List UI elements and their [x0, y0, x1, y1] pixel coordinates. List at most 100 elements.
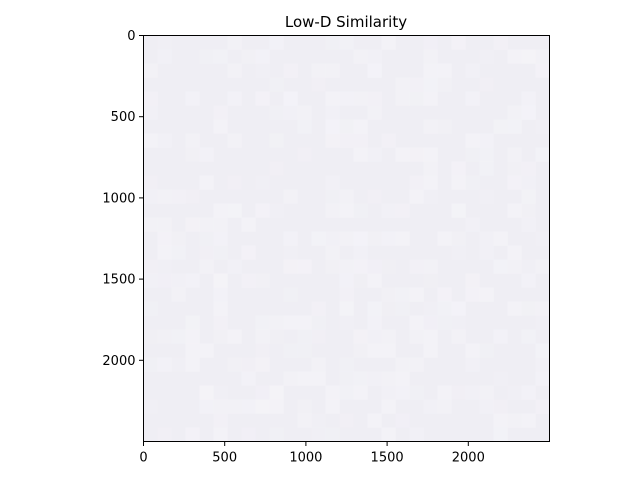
heatmap-cell — [535, 315, 550, 330]
heatmap-cell — [241, 427, 256, 442]
heatmap-cell — [381, 385, 396, 400]
heatmap-cell — [241, 371, 256, 386]
heatmap-cell — [451, 315, 466, 330]
heatmap-cell — [255, 273, 270, 288]
heatmap-cell — [409, 77, 424, 92]
heatmap-cell — [157, 189, 172, 204]
heatmap-cell — [339, 287, 354, 302]
heatmap-cell — [381, 399, 396, 414]
heatmap-cell — [255, 175, 270, 190]
heatmap-cell — [521, 175, 536, 190]
heatmap-cell — [143, 357, 158, 372]
heatmap-cell — [339, 133, 354, 148]
heatmap-cell — [535, 343, 550, 358]
heatmap-cell — [493, 413, 508, 428]
heatmap-cell — [437, 315, 452, 330]
heatmap-cell — [157, 35, 172, 50]
heatmap-cell — [297, 371, 312, 386]
heatmap-cell — [213, 217, 228, 232]
heatmap-cell — [185, 357, 200, 372]
heatmap-cell — [479, 147, 494, 162]
heatmap-cell — [157, 217, 172, 232]
heatmap-cell — [465, 273, 480, 288]
heatmap-cell — [255, 399, 270, 414]
heatmap-cell — [227, 203, 242, 218]
heatmap-cell — [367, 371, 382, 386]
heatmap-cell — [143, 217, 158, 232]
heatmap-cell — [311, 63, 326, 78]
heatmap-cell — [423, 147, 438, 162]
heatmap-cell — [381, 329, 396, 344]
heatmap-cell — [381, 427, 396, 442]
heatmap-cell — [479, 245, 494, 260]
heatmap-cell — [395, 357, 410, 372]
heatmap-cell — [423, 273, 438, 288]
heatmap-cell — [493, 371, 508, 386]
heatmap-cell — [535, 49, 550, 64]
heatmap-cell — [535, 371, 550, 386]
heatmap-cell — [171, 329, 186, 344]
heatmap-cell — [339, 203, 354, 218]
heatmap-cell — [269, 133, 284, 148]
heatmap-cell — [521, 413, 536, 428]
heatmap-cell — [409, 329, 424, 344]
heatmap-cell — [283, 63, 298, 78]
heatmap-cell — [395, 231, 410, 246]
heatmap-cell — [241, 357, 256, 372]
heatmap-cell — [479, 343, 494, 358]
heatmap-cell — [339, 189, 354, 204]
heatmap-cell — [339, 315, 354, 330]
heatmap-cell — [367, 63, 382, 78]
heatmap-cell — [423, 329, 438, 344]
heatmap-cell — [381, 371, 396, 386]
heatmap-cell — [143, 273, 158, 288]
heatmap-cell — [185, 343, 200, 358]
heatmap-cell — [157, 133, 172, 148]
heatmap-cell — [185, 147, 200, 162]
heatmap-cell — [521, 161, 536, 176]
heatmap-cell — [213, 287, 228, 302]
heatmap-cell — [395, 203, 410, 218]
heatmap-cell — [213, 49, 228, 64]
heatmap-cell — [241, 245, 256, 260]
heatmap-cell — [199, 217, 214, 232]
heatmap-cell — [507, 119, 522, 134]
heatmap-cell — [311, 329, 326, 344]
heatmap-cell — [199, 245, 214, 260]
heatmap-cell — [143, 105, 158, 120]
heatmap-cell — [353, 119, 368, 134]
heatmap-cell — [339, 91, 354, 106]
heatmap-cell — [185, 315, 200, 330]
heatmap-cell — [367, 413, 382, 428]
heatmap-cell — [409, 427, 424, 442]
heatmap-cell — [465, 175, 480, 190]
heatmap-cell — [227, 259, 242, 274]
heatmap-cell — [451, 385, 466, 400]
heatmap-cell — [269, 315, 284, 330]
heatmap-cell — [479, 49, 494, 64]
heatmap-cell — [283, 259, 298, 274]
heatmap-cell — [367, 189, 382, 204]
heatmap-cell — [395, 301, 410, 316]
heatmap-cell — [325, 245, 340, 260]
heatmap-cell — [423, 301, 438, 316]
heatmap-cell — [269, 105, 284, 120]
heatmap-cell — [227, 329, 242, 344]
heatmap-cell — [535, 357, 550, 372]
heatmap-cell — [171, 231, 186, 246]
heatmap-cell — [423, 399, 438, 414]
heatmap-cell — [339, 273, 354, 288]
y-axis: 0 500 1000 1500 2000 — [102, 29, 144, 369]
heatmap-cell — [423, 77, 438, 92]
heatmap-cell — [213, 427, 228, 442]
heatmap-cell — [255, 49, 270, 64]
heatmap-cell — [507, 147, 522, 162]
heatmap-cell — [535, 259, 550, 274]
heatmap-cell — [493, 119, 508, 134]
heatmap-cell — [325, 105, 340, 120]
heatmap-cell — [437, 301, 452, 316]
heatmap-cell — [339, 301, 354, 316]
heatmap-cell — [521, 385, 536, 400]
heatmap-cell — [143, 399, 158, 414]
heatmap-cell — [311, 413, 326, 428]
